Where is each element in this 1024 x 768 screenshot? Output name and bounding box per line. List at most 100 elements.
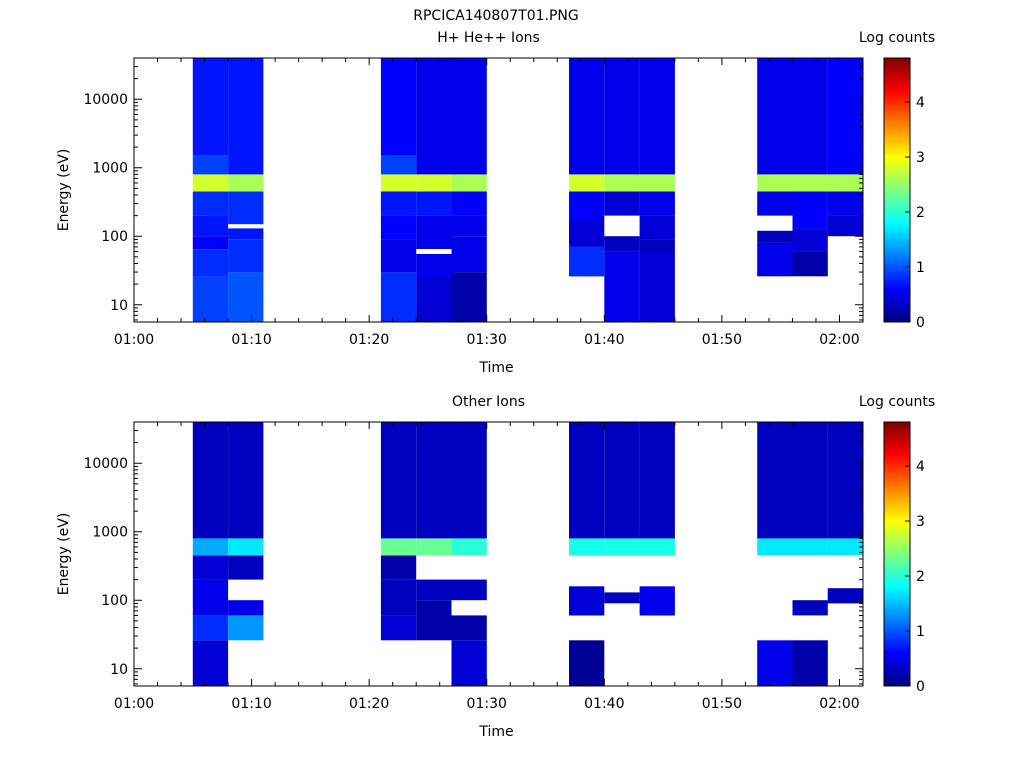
heatmap-cell	[827, 538, 863, 556]
heatmap-cell	[380, 538, 417, 556]
heatmap-cell	[827, 588, 863, 604]
panel-title: Other Ions	[452, 394, 525, 410]
heatmap-cell	[380, 155, 417, 175]
heatmap-cell	[569, 640, 605, 686]
heatmap-cell	[192, 579, 229, 616]
heatmap-cell	[416, 254, 452, 278]
heatmap-cell	[757, 538, 793, 556]
heatmap-cell	[451, 272, 487, 322]
heatmap-cell	[228, 422, 264, 539]
heatmap-cell	[757, 640, 793, 686]
heatmap-cell	[192, 191, 229, 216]
x-tick-label: 01:00	[114, 696, 154, 712]
heatmap-cell	[416, 422, 452, 539]
heatmap-cell	[228, 228, 264, 240]
colorbar-label: Log counts	[859, 30, 935, 46]
heatmap-cell	[827, 215, 863, 237]
colorbar	[883, 421, 911, 687]
heatmap-cell	[380, 191, 417, 216]
heatmap-cell	[604, 251, 640, 322]
heatmap-cells	[192, 422, 863, 686]
heatmap-cell	[228, 538, 264, 556]
heatmap-cell	[416, 600, 452, 641]
panel-title: H+ He++ Ions	[437, 30, 540, 46]
heatmap-cell	[639, 215, 675, 240]
heatmap-cell	[569, 174, 605, 192]
heatmap-cell	[228, 615, 264, 641]
x-tick-label: 01:20	[349, 696, 389, 712]
y-axis-label: Energy (eV)	[56, 513, 72, 596]
heatmap-cell	[380, 272, 417, 322]
heatmap-cell	[380, 615, 417, 641]
y-tick-label: 10000	[83, 92, 128, 108]
heatmap-cell	[451, 174, 487, 192]
heatmap-cell	[192, 276, 229, 322]
colorbar	[883, 57, 911, 323]
y-tick-label: 1000	[92, 161, 128, 177]
heatmap-cell	[451, 640, 487, 686]
heatmap-cell	[827, 174, 863, 192]
heatmap-cell	[192, 236, 229, 249]
heatmap-cell	[792, 174, 828, 192]
heatmap-cell	[380, 579, 417, 616]
colorbar-label: Log counts	[859, 394, 935, 410]
heatmap-cell	[192, 640, 229, 686]
heatmap-cell	[228, 58, 264, 175]
heatmap-cell	[792, 228, 828, 252]
heatmap-cell	[228, 239, 264, 273]
heatmap-cell	[380, 239, 417, 273]
heatmap-cell	[228, 555, 264, 580]
heatmap-cell	[757, 191, 793, 216]
heatmap-cell	[569, 422, 605, 539]
heatmap-cell	[451, 191, 487, 216]
heatmap-cell	[827, 58, 863, 175]
colorbar-tick-label: 0	[916, 679, 925, 695]
y-tick-label: 100	[101, 593, 128, 609]
heatmap-cell	[380, 422, 417, 539]
heatmap-cell	[639, 58, 675, 175]
heatmap-cell	[639, 239, 675, 252]
y-tick-label: 10000	[83, 456, 128, 472]
heatmap-cell	[192, 422, 229, 539]
heatmap-cell	[416, 174, 452, 192]
panel-other-ions: 01:00 01:10 01:20 01:30 01:40 01:50 02:0010100…	[56, 394, 935, 740]
colorbar-tick-label: 1	[916, 260, 925, 276]
heatmap-cell	[228, 600, 264, 616]
heatmap-cell	[416, 215, 452, 249]
colorbar-tick-label: 4	[916, 459, 925, 475]
y-axis-label: Energy (eV)	[56, 149, 72, 232]
plot-frame	[133, 57, 864, 323]
heatmap-cell	[639, 422, 675, 539]
heatmap-cell	[604, 236, 640, 252]
heatmap-cell	[792, 191, 828, 229]
x-tick-label: 02:00	[819, 332, 859, 348]
heatmap-cell	[639, 538, 675, 556]
heatmap-cell	[228, 272, 264, 322]
heatmap-cell	[416, 58, 452, 175]
heatmap-cells	[192, 58, 863, 322]
heatmap-cell	[451, 58, 487, 175]
heatmap-cell	[192, 615, 229, 641]
heatmap-cell	[192, 174, 229, 192]
y-tick-label: 100	[101, 229, 128, 245]
heatmap-cell	[451, 615, 487, 641]
x-tick-label: 01:30	[467, 332, 507, 348]
heatmap-cell	[757, 422, 793, 539]
heatmap-cell	[192, 215, 229, 237]
heatmap-cell	[192, 538, 229, 556]
heatmap-cell	[451, 538, 487, 556]
colorbar-tick-label: 2	[916, 569, 925, 585]
y-tick-label: 10	[110, 298, 128, 314]
heatmap-cell	[792, 58, 828, 175]
heatmap-cell	[827, 191, 863, 216]
heatmap-cell	[604, 58, 640, 175]
heatmap-cell	[604, 538, 640, 556]
heatmap-cell	[192, 155, 229, 175]
heatmap-cell	[451, 236, 487, 272]
x-tick-label: 01:00	[114, 332, 154, 348]
heatmap-cell	[380, 555, 417, 580]
heatmap-cell	[792, 538, 828, 556]
y-tick-label: 10	[110, 662, 128, 678]
x-tick-label: 01:10	[231, 696, 271, 712]
